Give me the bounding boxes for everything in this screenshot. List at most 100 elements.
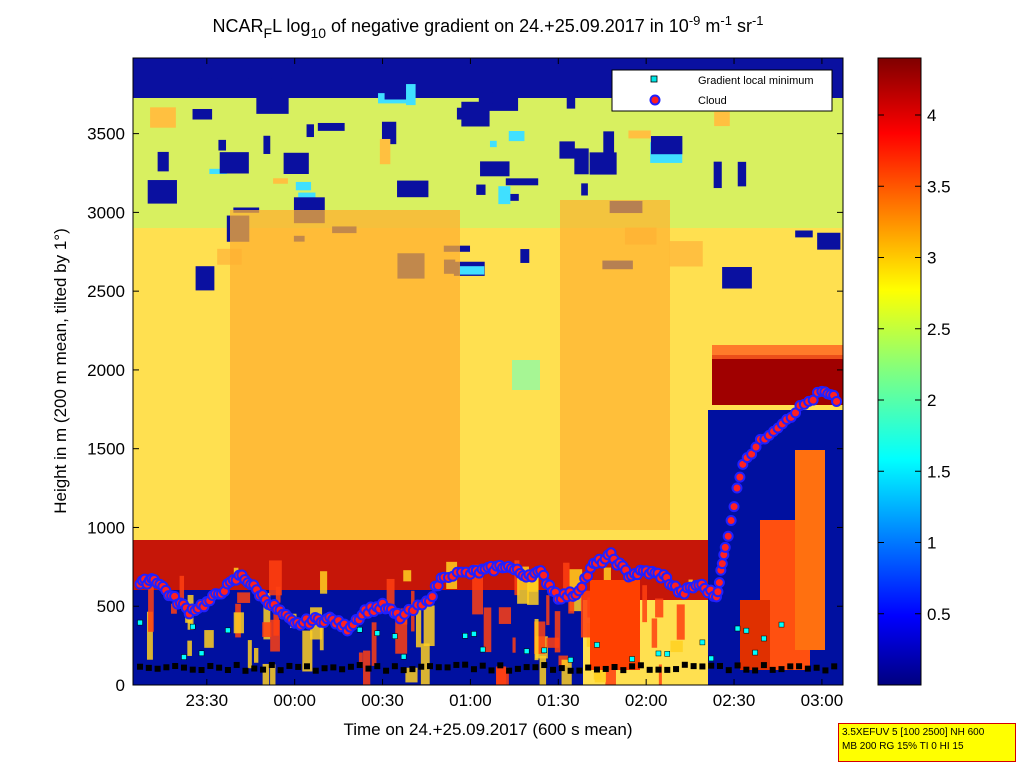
legend-box [611,69,833,112]
ground-marker [172,663,179,670]
ground-marker [233,661,240,668]
streak-patch [273,600,279,636]
y-tick-label: 2000 [87,361,125,380]
streak-patch [512,637,516,653]
x-tick-label: 00:30 [361,691,404,710]
ground-marker [593,666,600,673]
streak-patch [472,564,484,615]
ground-marker [804,665,811,672]
virga-streak-2 [795,450,825,650]
x-tick-label: 01:00 [449,691,492,710]
cloud-marker [731,482,743,494]
ground-marker [435,664,442,671]
cloud-marker [719,541,731,553]
ground-marker [303,663,310,670]
ground-marker [602,665,609,672]
minimum-marker [743,627,750,634]
streak-patch [270,664,276,685]
legend-label-cloud: Cloud [698,95,727,107]
streak-patch [534,618,539,661]
colorbar-tick-label: 3.5 [927,177,951,196]
colorbar-tick-label: 4 [927,106,936,125]
cloud-marker [426,591,438,603]
noise-patch [406,84,416,106]
chart-title: NCARFL log10 of negative gradient on 24.… [212,13,763,41]
streak-patch [204,630,214,648]
minimum-marker [356,626,363,633]
colorbar-tick-label: 3 [927,249,936,268]
noise-patch [795,230,813,238]
streak-patch [568,598,575,614]
noise-patch [480,161,510,177]
ground-marker [189,666,196,673]
ground-marker [796,663,803,670]
noise-patch [505,178,539,186]
noise-patch [295,181,312,191]
noise-patch [817,232,841,250]
ground-marker [699,663,706,670]
colorbar-tick-label: 2.5 [927,320,951,339]
minimum-marker [374,630,381,636]
noise-patch [273,178,288,184]
cyan-spot [512,360,540,390]
streak-patch [554,611,561,653]
noise-patch [520,249,530,263]
upper-cloud-edge [712,345,843,359]
noise-patch [669,241,703,267]
heatmap-area [133,58,843,685]
ground-marker [813,664,820,671]
colorbar-gradient [877,57,922,686]
legend-circle-marker [649,94,661,106]
ground-marker [822,667,829,674]
ground-marker [260,666,267,673]
ground-marker [778,666,785,673]
ground-marker [673,666,680,673]
ground-marker [655,666,662,673]
cloud-marker [712,586,724,598]
streak-patch [483,607,492,653]
ground-marker [646,666,653,673]
noise-patch [219,152,249,174]
noise-patch [476,184,486,195]
ground-marker [716,662,723,669]
noise-patch [581,183,588,196]
x-axis-label: Time on 24.+25.09.2017 (600 s mean) [343,720,632,739]
ground-marker [620,667,627,674]
warm-core-left [230,210,460,550]
streak-patch [403,570,412,582]
streak-patch [320,571,328,594]
ground-marker [427,663,434,670]
cloud-marker [734,471,746,483]
y-tick-label: 2500 [87,282,125,301]
streak-patch [546,595,550,626]
ground-marker [611,664,618,671]
streak-patch [263,593,271,640]
noise-patch [508,131,525,142]
streak-patch [655,598,664,618]
minimum-marker [699,639,706,646]
ground-marker [558,665,565,672]
ground-marker [400,667,407,674]
ground-marker [681,661,688,668]
minimum-marker [761,635,767,642]
streak-patch [237,592,251,603]
streak-patch [302,630,313,672]
x-tick-label: 01:30 [537,691,580,710]
ground-marker [286,662,293,669]
ground-marker [312,667,319,674]
ground-marker [734,662,741,669]
colorbar-ticks: 0.5 1 1.5 2 2.5 3 3.5 4 [878,106,951,624]
ground-marker [743,666,750,673]
x-tick-label: 23:30 [186,691,229,710]
ground-marker [479,662,486,669]
legend: Gradient local minimum Cloud [611,69,833,112]
streak-patch [642,585,648,623]
noise-patch [559,141,575,159]
minimum-marker [734,625,741,632]
ground-marker [488,667,495,674]
streak-patch [415,606,422,648]
ground-marker [708,662,715,669]
ground-marker [295,663,302,670]
ground-marker [409,666,416,673]
